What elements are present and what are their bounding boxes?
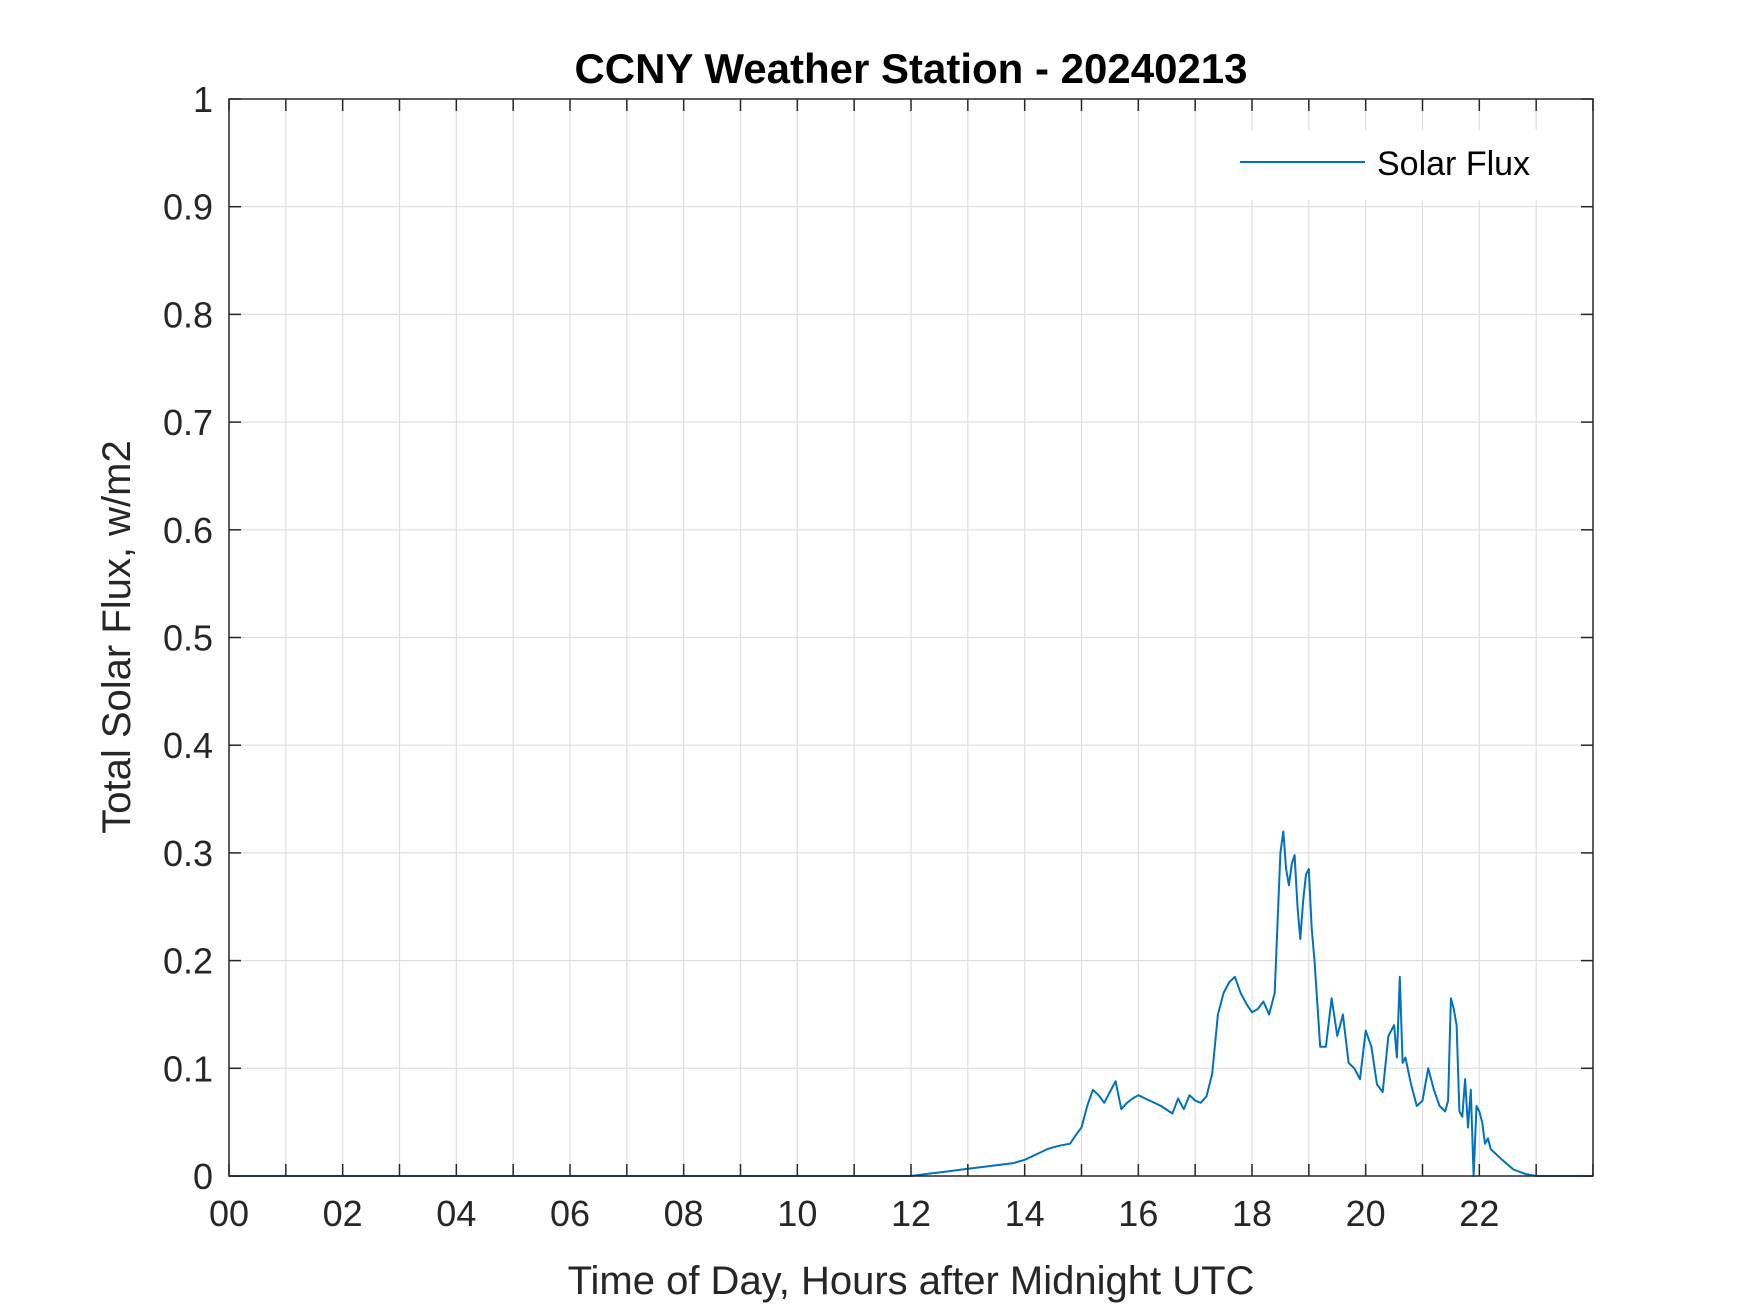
ticks xyxy=(228,98,1594,1177)
legend-box xyxy=(1225,130,1555,200)
y-tick-label: 0 xyxy=(193,1156,213,1197)
series-layer xyxy=(229,830,1593,1177)
x-tick-label: 20 xyxy=(1346,1193,1386,1234)
y-tick-labels: 0 0.1 0.2 0.3 0.4 0.5 0.6 0.7 0.8 0.9 1 xyxy=(163,79,213,1197)
y-tick-label: 0.6 xyxy=(163,510,213,551)
y-tick-label: 0.9 xyxy=(163,187,213,228)
y-tick-label: 0.7 xyxy=(163,402,213,443)
x-tick-label: 14 xyxy=(1005,1193,1045,1234)
x-axis-label: Time of Day, Hours after Midnight UTC xyxy=(568,1259,1255,1303)
y-tick-label: 0.5 xyxy=(163,618,213,659)
y-axis-label: Total Solar Flux, w/m2 xyxy=(95,440,139,833)
chart-title: CCNY Weather Station - 20240213 xyxy=(574,45,1247,92)
grid xyxy=(229,99,1593,1176)
x-tick-label: 00 xyxy=(209,1193,249,1234)
x-tick-label: 06 xyxy=(550,1193,590,1234)
legend-entry-solar-flux: Solar Flux xyxy=(1377,145,1530,183)
legend: Solar Flux xyxy=(1225,130,1555,200)
x-tick-label: 22 xyxy=(1459,1193,1499,1234)
x-tick-label: 02 xyxy=(323,1193,363,1234)
y-tick-label: 0.3 xyxy=(163,833,213,874)
x-tick-label: 16 xyxy=(1118,1193,1158,1234)
y-tick-label: 0.1 xyxy=(163,1048,213,1089)
y-tick-label: 0.4 xyxy=(163,725,213,766)
series-line-solar-flux xyxy=(229,830,1593,1177)
x-tick-labels: 00 02 04 06 08 10 12 14 16 18 20 22 xyxy=(209,1193,1499,1234)
x-tick-label: 04 xyxy=(436,1193,476,1234)
x-tick-label: 18 xyxy=(1232,1193,1272,1234)
x-tick-label: 12 xyxy=(891,1193,931,1234)
y-tick-label: 0.8 xyxy=(163,294,213,335)
y-tick-label: 0.2 xyxy=(163,941,213,982)
y-tick-label: 1 xyxy=(193,79,213,120)
x-tick-label: 10 xyxy=(777,1193,817,1234)
x-tick-label: 08 xyxy=(664,1193,704,1234)
